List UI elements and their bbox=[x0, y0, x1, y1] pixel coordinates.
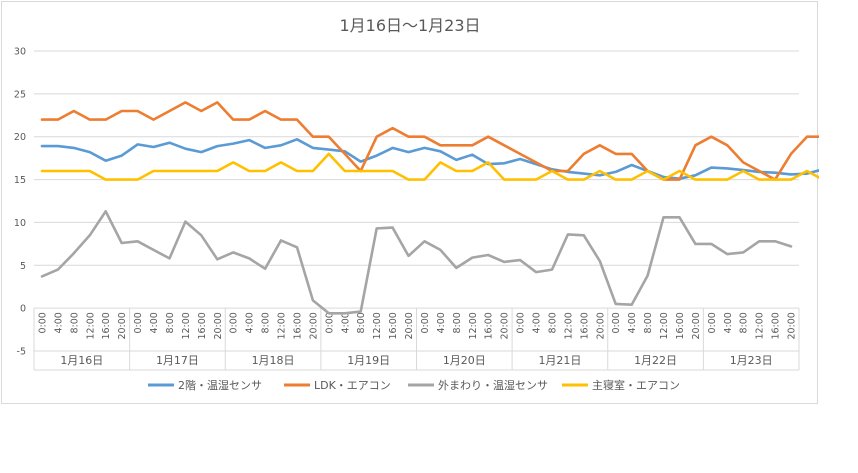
day-label: 1月18日 bbox=[252, 354, 295, 367]
y-tick-label: 0 bbox=[20, 304, 26, 315]
x-tick-label: 4:00 bbox=[149, 312, 160, 333]
series-lines bbox=[40, 101, 819, 315]
x-tick-label: 12:00 bbox=[181, 312, 192, 339]
x-tick-label: 8:00 bbox=[452, 312, 463, 333]
x-tick-label: 16:00 bbox=[675, 312, 686, 339]
y-tick-label: 25 bbox=[14, 89, 26, 100]
legend-label: LDK・エアコン bbox=[314, 379, 391, 392]
day-label: 1月17日 bbox=[156, 354, 199, 367]
x-tick-label: 12:00 bbox=[468, 312, 479, 339]
x-tick-label: 16:00 bbox=[388, 312, 399, 339]
day-label: 1月22日 bbox=[634, 354, 677, 367]
series-line-1 bbox=[40, 138, 819, 180]
y-tick-label: 30 bbox=[14, 47, 26, 58]
x-tick-label: 4:00 bbox=[436, 312, 447, 333]
x-tick-label: 12:00 bbox=[277, 312, 288, 339]
y-axis-labels: -5 0 5 10 15 20 25 30 bbox=[14, 47, 26, 358]
x-tick-label: 4:00 bbox=[532, 312, 543, 333]
chart-title: 1月16日～1月23日 bbox=[339, 16, 480, 35]
x-tick-label: 12:00 bbox=[563, 312, 574, 339]
x-tick-label: 16:00 bbox=[771, 312, 782, 339]
x-tick-label: 4:00 bbox=[53, 312, 64, 333]
gridlines bbox=[34, 50, 799, 352]
x-tick-label: 20:00 bbox=[117, 312, 128, 339]
x-tick-label: 20:00 bbox=[404, 312, 415, 339]
x-tick-label: 0:00 bbox=[707, 312, 718, 333]
x-tick-label: 20:00 bbox=[595, 312, 606, 339]
x-tick-label: 20:00 bbox=[787, 312, 798, 339]
y-tick-label: 5 bbox=[20, 261, 26, 272]
x-tick-label: 20:00 bbox=[691, 312, 702, 339]
y-tick-label: 15 bbox=[14, 175, 26, 186]
chart-frame: 1月16日～1月23日 -5 0 5 10 15 20 25 30 0:00 4:00 8:00 1… bbox=[1, 1, 819, 404]
x-tick-label: 8:00 bbox=[356, 312, 367, 333]
x-tick-label: 4:00 bbox=[340, 312, 351, 333]
x-tick-label: 12:00 bbox=[85, 312, 96, 339]
x-tick-label: 0:00 bbox=[37, 312, 48, 333]
x-tick-label: 8:00 bbox=[739, 312, 750, 333]
x-tick-label: 8:00 bbox=[547, 312, 558, 333]
day-label: 1月23日 bbox=[730, 354, 773, 367]
day-label: 1月20日 bbox=[443, 354, 486, 367]
day-label: 1月19日 bbox=[347, 354, 390, 367]
x-tick-label: 20:00 bbox=[308, 312, 319, 339]
x-tick-label: 12:00 bbox=[755, 312, 766, 339]
x-tick-label: 8:00 bbox=[643, 312, 654, 333]
series-line-3 bbox=[40, 210, 793, 315]
x-tick-label: 0:00 bbox=[420, 312, 431, 333]
x-tick-label: 0:00 bbox=[133, 312, 144, 333]
day-label: 1月16日 bbox=[60, 354, 103, 367]
x-tick-label: 16:00 bbox=[484, 312, 495, 339]
x-tick-label: 0:00 bbox=[516, 312, 527, 333]
x-tick-label: 16:00 bbox=[101, 312, 112, 339]
x-tick-label: 16:00 bbox=[579, 312, 590, 339]
x-tick-label: 4:00 bbox=[723, 312, 734, 333]
x-tick-label: 0:00 bbox=[611, 312, 622, 333]
x-tick-label: 20:00 bbox=[500, 312, 511, 339]
x-tick-label: 8:00 bbox=[261, 312, 272, 333]
y-tick-label: -5 bbox=[17, 347, 26, 358]
series-line-4 bbox=[40, 152, 819, 181]
x-tick-label: 12:00 bbox=[659, 312, 670, 339]
x-tick-label: 16:00 bbox=[292, 312, 303, 339]
y-tick-label: 10 bbox=[14, 218, 26, 229]
legend: 2階・温湿センサ LDK・エアコン 外まわり・温湿センサ 主寝室・エアコン bbox=[148, 378, 680, 392]
x-tick-label: 20:00 bbox=[213, 312, 224, 339]
x-tick-label: 4:00 bbox=[627, 312, 638, 333]
x-tick-label: 12:00 bbox=[372, 312, 383, 339]
legend-label: 2階・温湿センサ bbox=[178, 378, 262, 392]
series-line-2 bbox=[40, 101, 819, 181]
line-chart: 1月16日～1月23日 -5 0 5 10 15 20 25 30 0:00 4:00 8:00 1… bbox=[14, 16, 819, 392]
x-tick-label: 4:00 bbox=[245, 312, 256, 333]
x-tick-label: 8:00 bbox=[165, 312, 176, 333]
x-axis-labels: 0:00 4:00 8:00 12:00 16:00 20:00 1月16日 0:00 4:00… bbox=[33, 308, 800, 371]
x-tick-label: 16:00 bbox=[197, 312, 208, 339]
x-tick-label: 0:00 bbox=[229, 312, 240, 333]
day-label: 1月21日 bbox=[538, 354, 581, 367]
legend-label: 主寝室・エアコン bbox=[592, 378, 680, 392]
legend-label: 外まわり・温湿センサ bbox=[438, 379, 548, 392]
x-tick-label: 0:00 bbox=[324, 312, 335, 333]
y-tick-label: 20 bbox=[14, 132, 26, 143]
x-tick-label: 8:00 bbox=[69, 312, 80, 333]
